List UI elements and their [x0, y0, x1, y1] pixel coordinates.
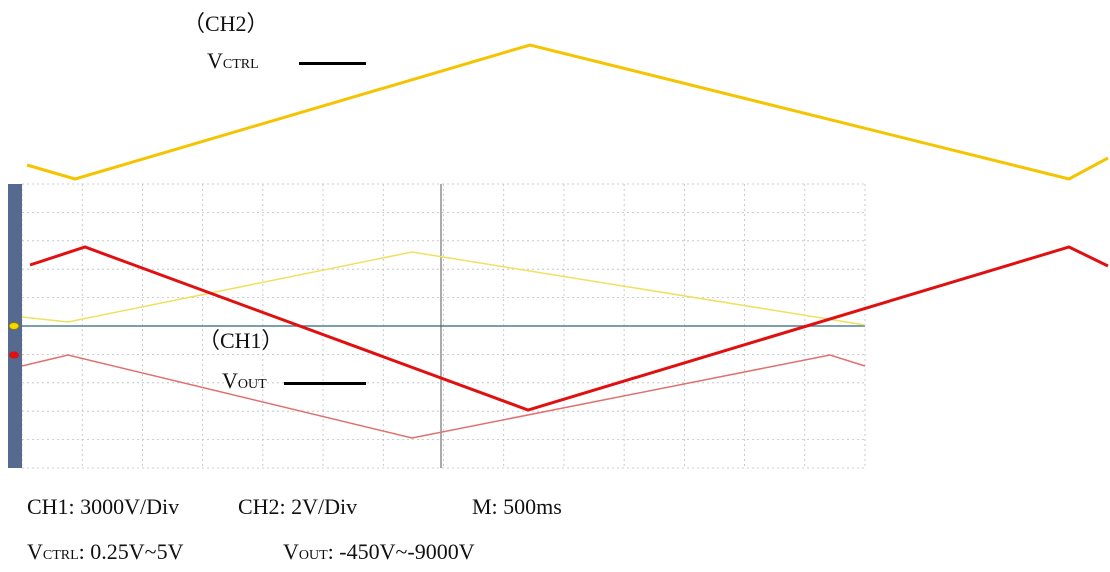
- ch1-marker-icon: [9, 351, 19, 359]
- vout-legend-sub: OUT: [237, 377, 267, 392]
- caption-vctrl-main: V: [27, 539, 43, 564]
- vout-legend-line: [284, 382, 366, 385]
- caption-vctrl-value: : 0.25V~5V: [78, 539, 184, 564]
- vout-legend-label: VOUT: [222, 370, 267, 392]
- caption-vctrl-sub: CTRL: [42, 548, 79, 563]
- ch1-label: （CH1）: [198, 328, 284, 353]
- ch2-marker-icon: [8, 322, 20, 330]
- caption-vout-main: V: [283, 539, 299, 564]
- vctrl-legend-label: VCTRL: [207, 50, 259, 72]
- scope-screen: [8, 183, 866, 469]
- ch1-vout-trace: [29, 245, 1109, 412]
- caption-vout-range: VOUT: -450V~-9000V: [283, 541, 475, 563]
- vctrl-legend-sub: CTRL: [222, 57, 259, 72]
- caption-vout-value: : -450V~-9000V: [327, 539, 475, 564]
- caption-vout-sub: OUT: [298, 548, 328, 563]
- faint-ch1-trace: [21, 354, 866, 439]
- vout-legend-main: V: [222, 368, 238, 393]
- caption-ch2-scale: CH2: 2V/Div: [238, 494, 358, 519]
- caption-timebase: M: 500ms: [472, 494, 562, 519]
- caption-ch1-scale: CH1: 3000V/Div: [27, 494, 180, 519]
- ch2-vctrl-trace: [26, 43, 1109, 181]
- faint-ch2-trace: [21, 251, 866, 326]
- vctrl-legend-main: V: [207, 48, 223, 73]
- caption-vctrl-range: VCTRL: 0.25V~5V: [27, 541, 183, 563]
- ch2-label: （CH2）: [183, 11, 269, 36]
- vctrl-legend-line: [299, 62, 366, 65]
